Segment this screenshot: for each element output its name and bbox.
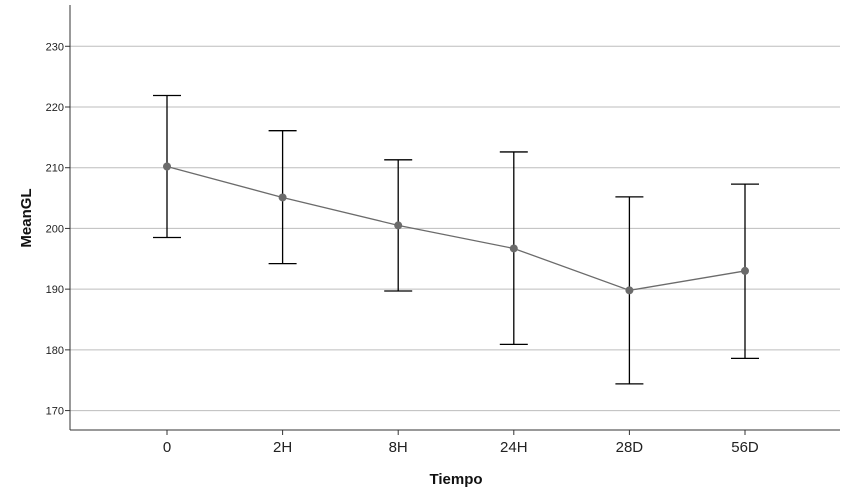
y-tick-label: 220 <box>46 102 64 114</box>
x-tick-label: 28D <box>616 439 644 456</box>
y-tick-label: 210 <box>46 163 64 175</box>
y-tick-labels: 170 180 190 200 210 220 230 <box>46 41 64 417</box>
x-tick-label: 24H <box>500 439 528 456</box>
x-tick-label: 56D <box>731 439 759 456</box>
data-points <box>163 162 749 295</box>
data-point <box>741 266 749 275</box>
series-polyline <box>166 165 746 292</box>
axes <box>65 5 840 435</box>
series-line <box>166 165 746 292</box>
x-tick-label: 8H <box>389 439 408 456</box>
y-axis-title: MeanGL <box>18 188 35 247</box>
data-point <box>625 286 634 295</box>
x-axis-title: Tiempo <box>429 471 482 488</box>
error-bars <box>153 94 759 385</box>
y-tick-label: 180 <box>46 345 64 357</box>
y-tick-label: 190 <box>46 284 64 296</box>
y-tick-label: 200 <box>46 223 64 235</box>
x-tick-label: 2H <box>273 439 292 456</box>
y-tick-label: 230 <box>46 41 64 53</box>
data-point <box>509 244 518 253</box>
x-tick-labels: 0 2H 8H 24H 28D 56D <box>163 439 759 456</box>
grid-lines <box>70 45 840 412</box>
y-tick-label: 170 <box>46 406 64 418</box>
data-point <box>278 193 287 202</box>
x-tick-label: 0 <box>163 439 171 456</box>
data-point <box>163 162 171 171</box>
data-point <box>394 221 403 230</box>
